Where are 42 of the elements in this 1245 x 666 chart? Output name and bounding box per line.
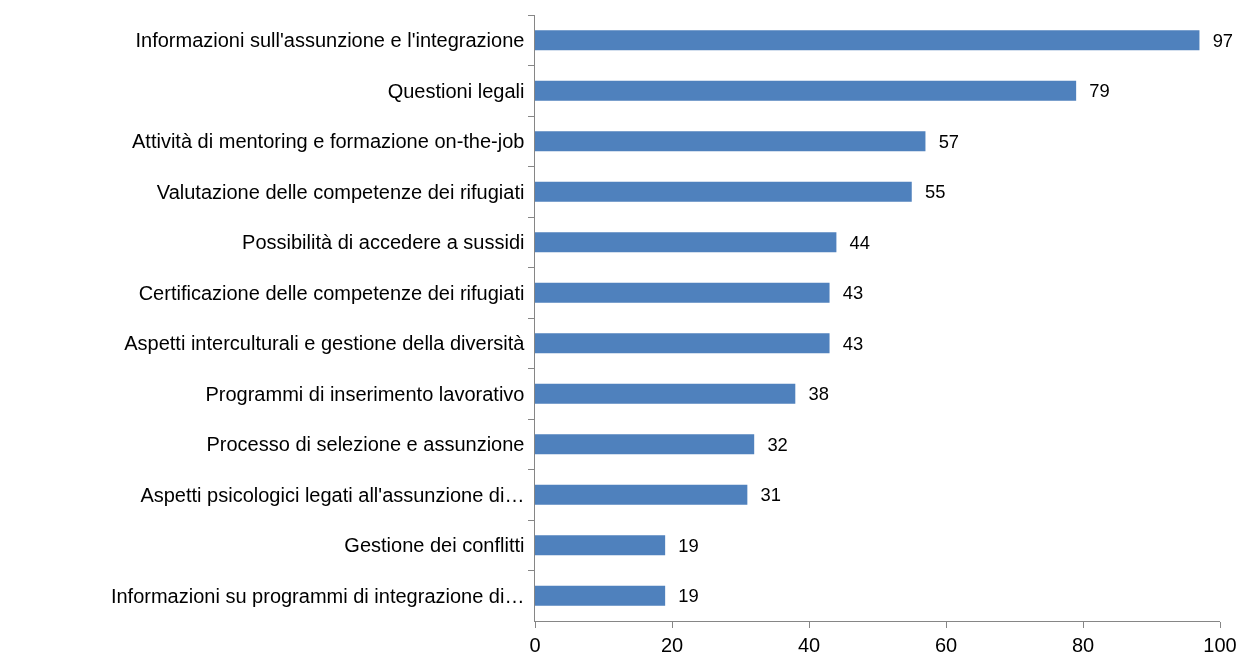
y-tick-label: Attività di mentoring e formazione on-the-job — [132, 130, 530, 153]
x-tick-label: 80 — [1071, 634, 1095, 656]
bar — [535, 434, 755, 455]
data-label: 43 — [832, 332, 864, 354]
data-label: 38 — [798, 383, 829, 405]
data-label: 43 — [832, 282, 864, 304]
bar — [535, 232, 837, 253]
bar — [535, 131, 926, 152]
data-label: 44 — [839, 231, 871, 253]
data-label: 19 — [668, 585, 699, 607]
data-label: 31 — [750, 484, 781, 506]
y-tick-label: Processo di selezione e assunzione — [206, 433, 530, 456]
y-tick-label: Aspetti interculturali e gestione della diversità — [124, 332, 530, 355]
y-tick-label: Programmi di inserimento lavorativo — [205, 382, 530, 405]
bar — [535, 484, 748, 505]
data-label: 79 — [1079, 80, 1110, 102]
x-tick-label: 0 — [529, 634, 541, 656]
data-label: 55 — [914, 181, 946, 203]
y-tick-label: Aspetti psicologici legati all'assunzione di… — [140, 483, 530, 506]
y-tick-label: Questioni legali — [387, 79, 530, 102]
bar — [535, 585, 666, 606]
data-label: 32 — [757, 433, 788, 455]
bar — [535, 181, 912, 202]
bar — [535, 333, 830, 354]
bar — [535, 30, 1200, 51]
x-tick-label: 20 — [660, 634, 684, 656]
x-tick-label: 100 — [1203, 634, 1237, 656]
y-tick-label: Valutazione delle competenze dei rifugiati — [156, 180, 530, 203]
y-tick-label: Informazioni su programmi di integrazione di… — [110, 584, 530, 607]
x-tick-label: 60 — [934, 634, 958, 656]
data-label: 97 — [1202, 29, 1234, 51]
y-tick-label: Gestione dei conflitti — [344, 534, 530, 557]
data-label: 19 — [668, 534, 699, 556]
bar — [535, 80, 1077, 101]
bar — [535, 282, 830, 303]
x-tick-label: 40 — [797, 634, 821, 656]
data-label: 57 — [928, 130, 960, 152]
bar — [535, 535, 666, 556]
y-tick-label: Possibilità di accedere a sussidi — [242, 231, 530, 254]
y-tick-label: Certificazione delle competenze dei rifugiati — [138, 281, 530, 304]
y-tick-label: Informazioni sull'assunzione e l'integrazione — [135, 29, 530, 52]
bar — [535, 383, 796, 404]
